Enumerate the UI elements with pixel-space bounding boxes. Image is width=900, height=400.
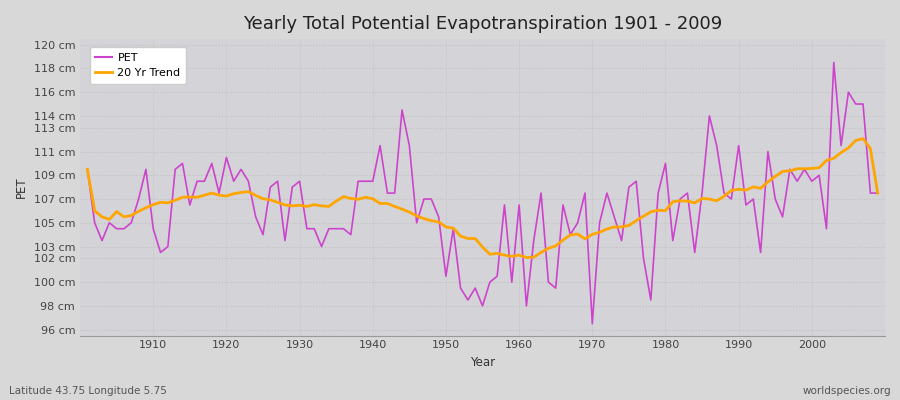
Legend: PET, 20 Yr Trend: PET, 20 Yr Trend [90, 47, 186, 84]
X-axis label: Year: Year [470, 356, 495, 369]
Text: Latitude 43.75 Longitude 5.75: Latitude 43.75 Longitude 5.75 [9, 386, 166, 396]
Text: worldspecies.org: worldspecies.org [803, 386, 891, 396]
Title: Yearly Total Potential Evapotranspiration 1901 - 2009: Yearly Total Potential Evapotranspiratio… [243, 15, 722, 33]
Y-axis label: PET: PET [15, 176, 28, 198]
